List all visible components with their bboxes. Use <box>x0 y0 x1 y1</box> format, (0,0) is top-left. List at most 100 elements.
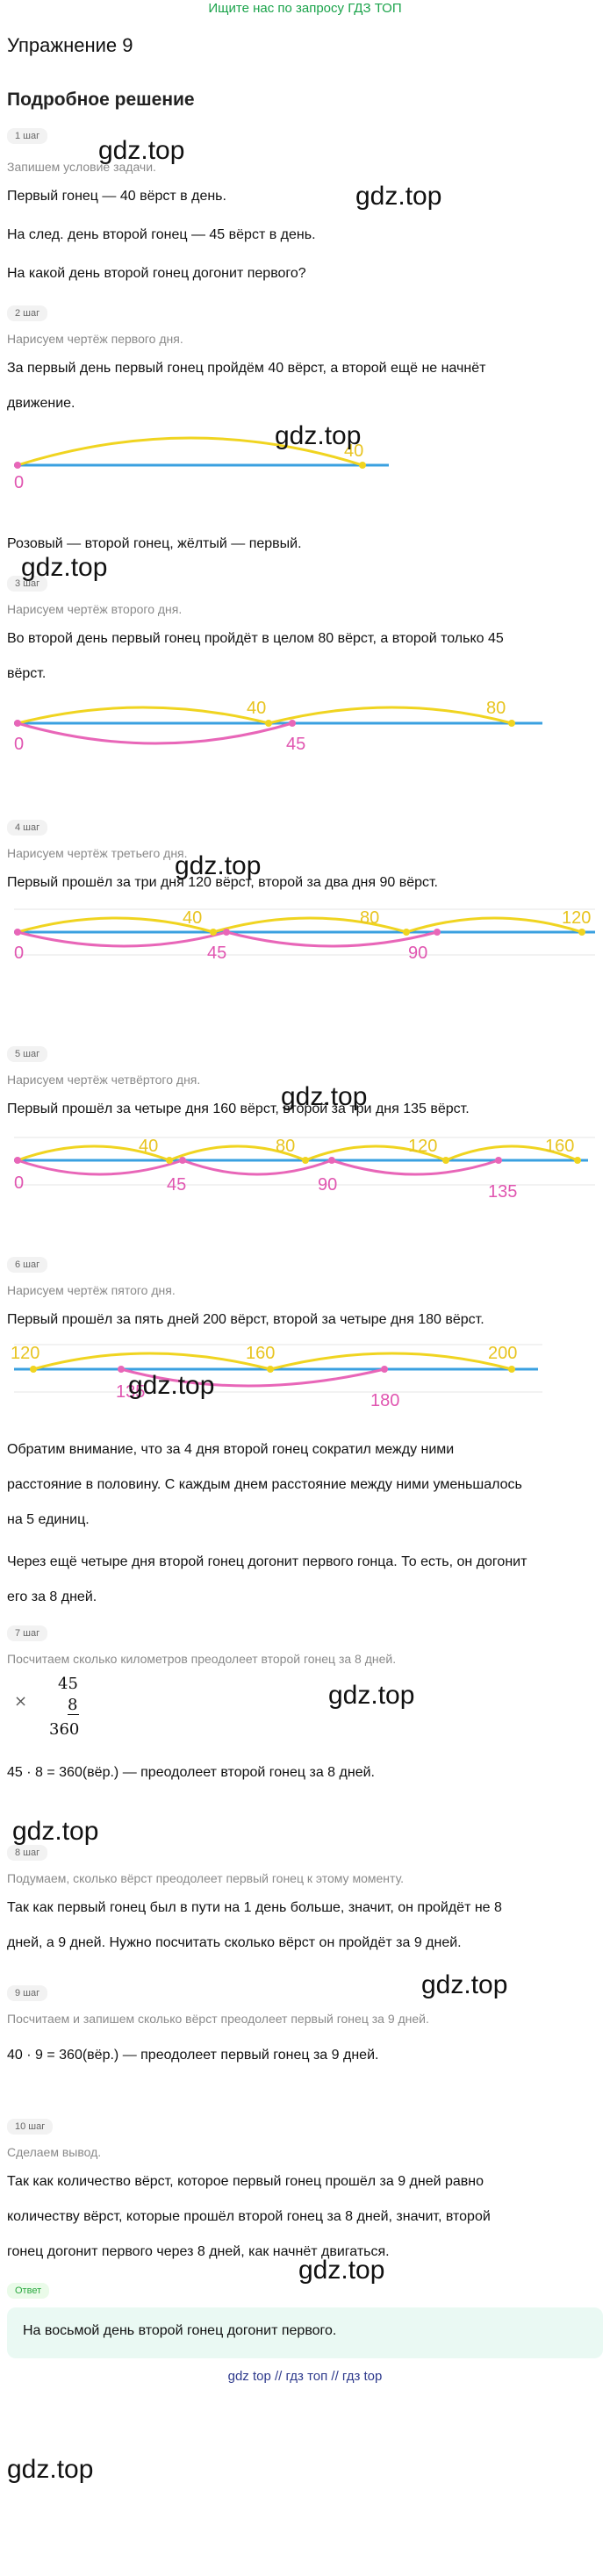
watermark: gdz.top <box>281 1082 368 1111</box>
diagram-label: 135 <box>116 1382 145 1402</box>
diagram-label: 40 <box>247 699 266 718</box>
step-1: 1 шаг Запишем условие задачи. Первый гон… <box>7 118 603 291</box>
diagram-label: 90 <box>318 1175 337 1195</box>
watermark: gdz.top <box>128 1371 215 1400</box>
step-badge: 10 шаг <box>7 2119 54 2135</box>
step-badge: 6 шаг <box>7 1257 48 1273</box>
step-4: 4 шаг Нарисуем чертёж третьего дня. Перв… <box>7 809 603 971</box>
step-note: Нарисуем чертёж первого дня. <box>7 332 183 346</box>
diagram-label: 40 <box>139 1137 158 1156</box>
footer-links[interactable]: gdz top // гдз топ // гдз top <box>227 2369 383 2384</box>
diagram-label: 0 <box>14 1173 24 1193</box>
step-6: 6 шаг Нарисуем чертёж пятого дня. Первый… <box>7 1246 603 1615</box>
step-text: его за 8 дней. <box>7 1589 97 1604</box>
diagram-label: 120 <box>562 908 591 928</box>
step-badge: 1 шаг <box>7 128 48 144</box>
step-badge: 3 шаг <box>7 576 48 592</box>
step-note: Запишем условие задачи. <box>7 160 156 174</box>
watermark: gdz.top <box>328 1681 415 1710</box>
step-badge: 2 шаг <box>7 305 48 321</box>
diagram-label: 0 <box>14 735 24 754</box>
diagram-label: 180 <box>370 1391 399 1410</box>
diagram-label: 0 <box>14 944 24 963</box>
step-text: на 5 единиц. <box>7 1512 90 1527</box>
step-note: Посчитаем и запишем сколько вёрст преодо… <box>7 2012 429 2026</box>
column-multiplication: × 45 8 360 <box>14 1675 80 1739</box>
step-text: Первый прошёл за три дня 120 вёрст, втор… <box>7 875 438 890</box>
step-text: На какой день второй гонец догонит перво… <box>7 266 306 281</box>
step-text: Первый прошёл за пять дней 200 вёрст, вт… <box>7 1312 484 1327</box>
exercise-title: Упражнение 9 <box>7 34 133 56</box>
step-text: Розовый — второй гонец, жёлтый — первый. <box>7 536 302 551</box>
answer-badge: Ответ <box>7 2283 50 2299</box>
step-text: Во второй день первый гонец пройдёт в це… <box>7 631 504 646</box>
diagram-label: 45 <box>207 944 226 963</box>
step-9: 9 шаг Посчитаем и запишем сколько вёрст … <box>7 1975 603 2073</box>
answer-section: Ответ На восьмой день второй гонец догон… <box>7 2282 603 2358</box>
watermark: gdz.top <box>298 2256 385 2285</box>
diagram-label: 135 <box>488 1182 517 1202</box>
watermark: gdz.top <box>355 182 442 211</box>
diagram-day-3: 0 40 80 120 45 90 <box>14 908 595 963</box>
diagram-label: 80 <box>276 1137 295 1156</box>
step-text: 45 · 8 = 360(вёр.) — преодолеет второй г… <box>7 1765 375 1780</box>
diagram-label: 160 <box>545 1137 574 1156</box>
watermark: gdz.top <box>21 553 108 582</box>
step-note: Нарисуем чертёж третьего дня. <box>7 846 188 860</box>
step-note: Нарисуем чертёж пятого дня. <box>7 1283 176 1297</box>
step-text: дней, а 9 дней. Нужно посчитать сколько … <box>7 1935 462 1950</box>
watermark: gdz.top <box>421 1970 508 1999</box>
step-badge: 5 шаг <box>7 1046 48 1062</box>
watermark: gdz.top <box>98 136 185 165</box>
step-text: Первый гонец — 40 вёрст в день. <box>7 189 226 204</box>
step-note: Нарисуем чертёж четвёртого дня. <box>7 1073 201 1087</box>
step-text: За первый день первый гонец пройдём 40 в… <box>7 361 486 376</box>
step-text: гонец догонит первого через 8 дней, как … <box>7 2244 390 2259</box>
step-badge: 9 шаг <box>7 1985 48 2001</box>
diagram-label: 120 <box>408 1137 437 1156</box>
step-text: движение. <box>7 396 75 411</box>
step-2: 2 шаг Нарисуем чертёж первого дня. За пе… <box>7 295 603 562</box>
diagram-day-4: 0 40 80 120 160 45 90 135 <box>14 1137 595 1202</box>
diagram-day-5: 120 160 200 135 180 <box>11 1344 542 1410</box>
solution-title: Подробное решение <box>7 90 195 110</box>
diagram-label: 40 <box>344 441 363 461</box>
diagram-label: 90 <box>408 944 427 963</box>
step-text: вёрст. <box>7 666 47 681</box>
watermark: gdz.top <box>275 421 362 450</box>
step-text: количеству вёрст, которые прошёл второй … <box>7 2209 491 2224</box>
step-badge: 8 шаг <box>7 1845 48 1861</box>
step-note: Нарисуем чертёж второго дня. <box>7 602 183 616</box>
step-3: 3 шаг Нарисуем чертёж второго дня. Во вт… <box>7 565 603 760</box>
diagram-day-2: 0 40 80 45 <box>14 699 542 754</box>
diagram-label: 160 <box>246 1344 275 1363</box>
step-text: Через ещё четыре дня второй гонец догони… <box>7 1554 527 1569</box>
step-badge: 4 шаг <box>7 820 48 836</box>
step-8: 8 шаг Подумаем, сколько вёрст преодолеет… <box>7 1834 603 1961</box>
diagram-label: 80 <box>360 908 379 928</box>
diagram-label: 40 <box>183 908 202 928</box>
step-note: Посчитаем сколько километров преодолеет … <box>7 1652 397 1666</box>
diagram-label: 120 <box>11 1344 39 1363</box>
diagram-label: 0 <box>14 473 24 492</box>
top-banner[interactable]: Ищите нас по запросу ГДЗ ТОП <box>208 1 402 16</box>
step-note: Сделаем вывод. <box>7 2145 102 2159</box>
step-text: Так как количество вёрст, которое первый… <box>7 2174 484 2189</box>
watermark: gdz.top <box>12 1817 99 1846</box>
step-text: расстояние в половину. С каждым днем рас… <box>7 1477 522 1492</box>
diagram-label: 200 <box>488 1344 517 1363</box>
step-note: Подумаем, сколько вёрст преодолеет первы… <box>7 1871 405 1885</box>
diagram-label: 45 <box>286 735 305 754</box>
diagram-label: 80 <box>486 699 506 718</box>
step-text: 40 · 9 = 360(вёр.) — преодолеет первый г… <box>7 2048 379 2063</box>
watermark: gdz.top <box>7 2455 94 2484</box>
step-10: 10 шаг Сделаем вывод. Так как количество… <box>7 2108 603 2270</box>
diagram-day-1: 0 40 <box>14 436 389 492</box>
step-7: 7 шаг Посчитаем сколько километров преод… <box>7 1615 603 1790</box>
step-text: Обратим внимание, что за 4 дня второй го… <box>7 1442 455 1457</box>
answer-box: На восьмой день второй гонец догонит пер… <box>7 2307 603 2358</box>
diagram-label: 45 <box>167 1175 186 1195</box>
step-5: 5 шаг Нарисуем чертёж четвёртого дня. Пе… <box>7 1036 603 1206</box>
step-badge: 7 шаг <box>7 1625 48 1641</box>
step-text: Первый прошёл за четыре дня 160 вёрст, в… <box>7 1101 470 1116</box>
